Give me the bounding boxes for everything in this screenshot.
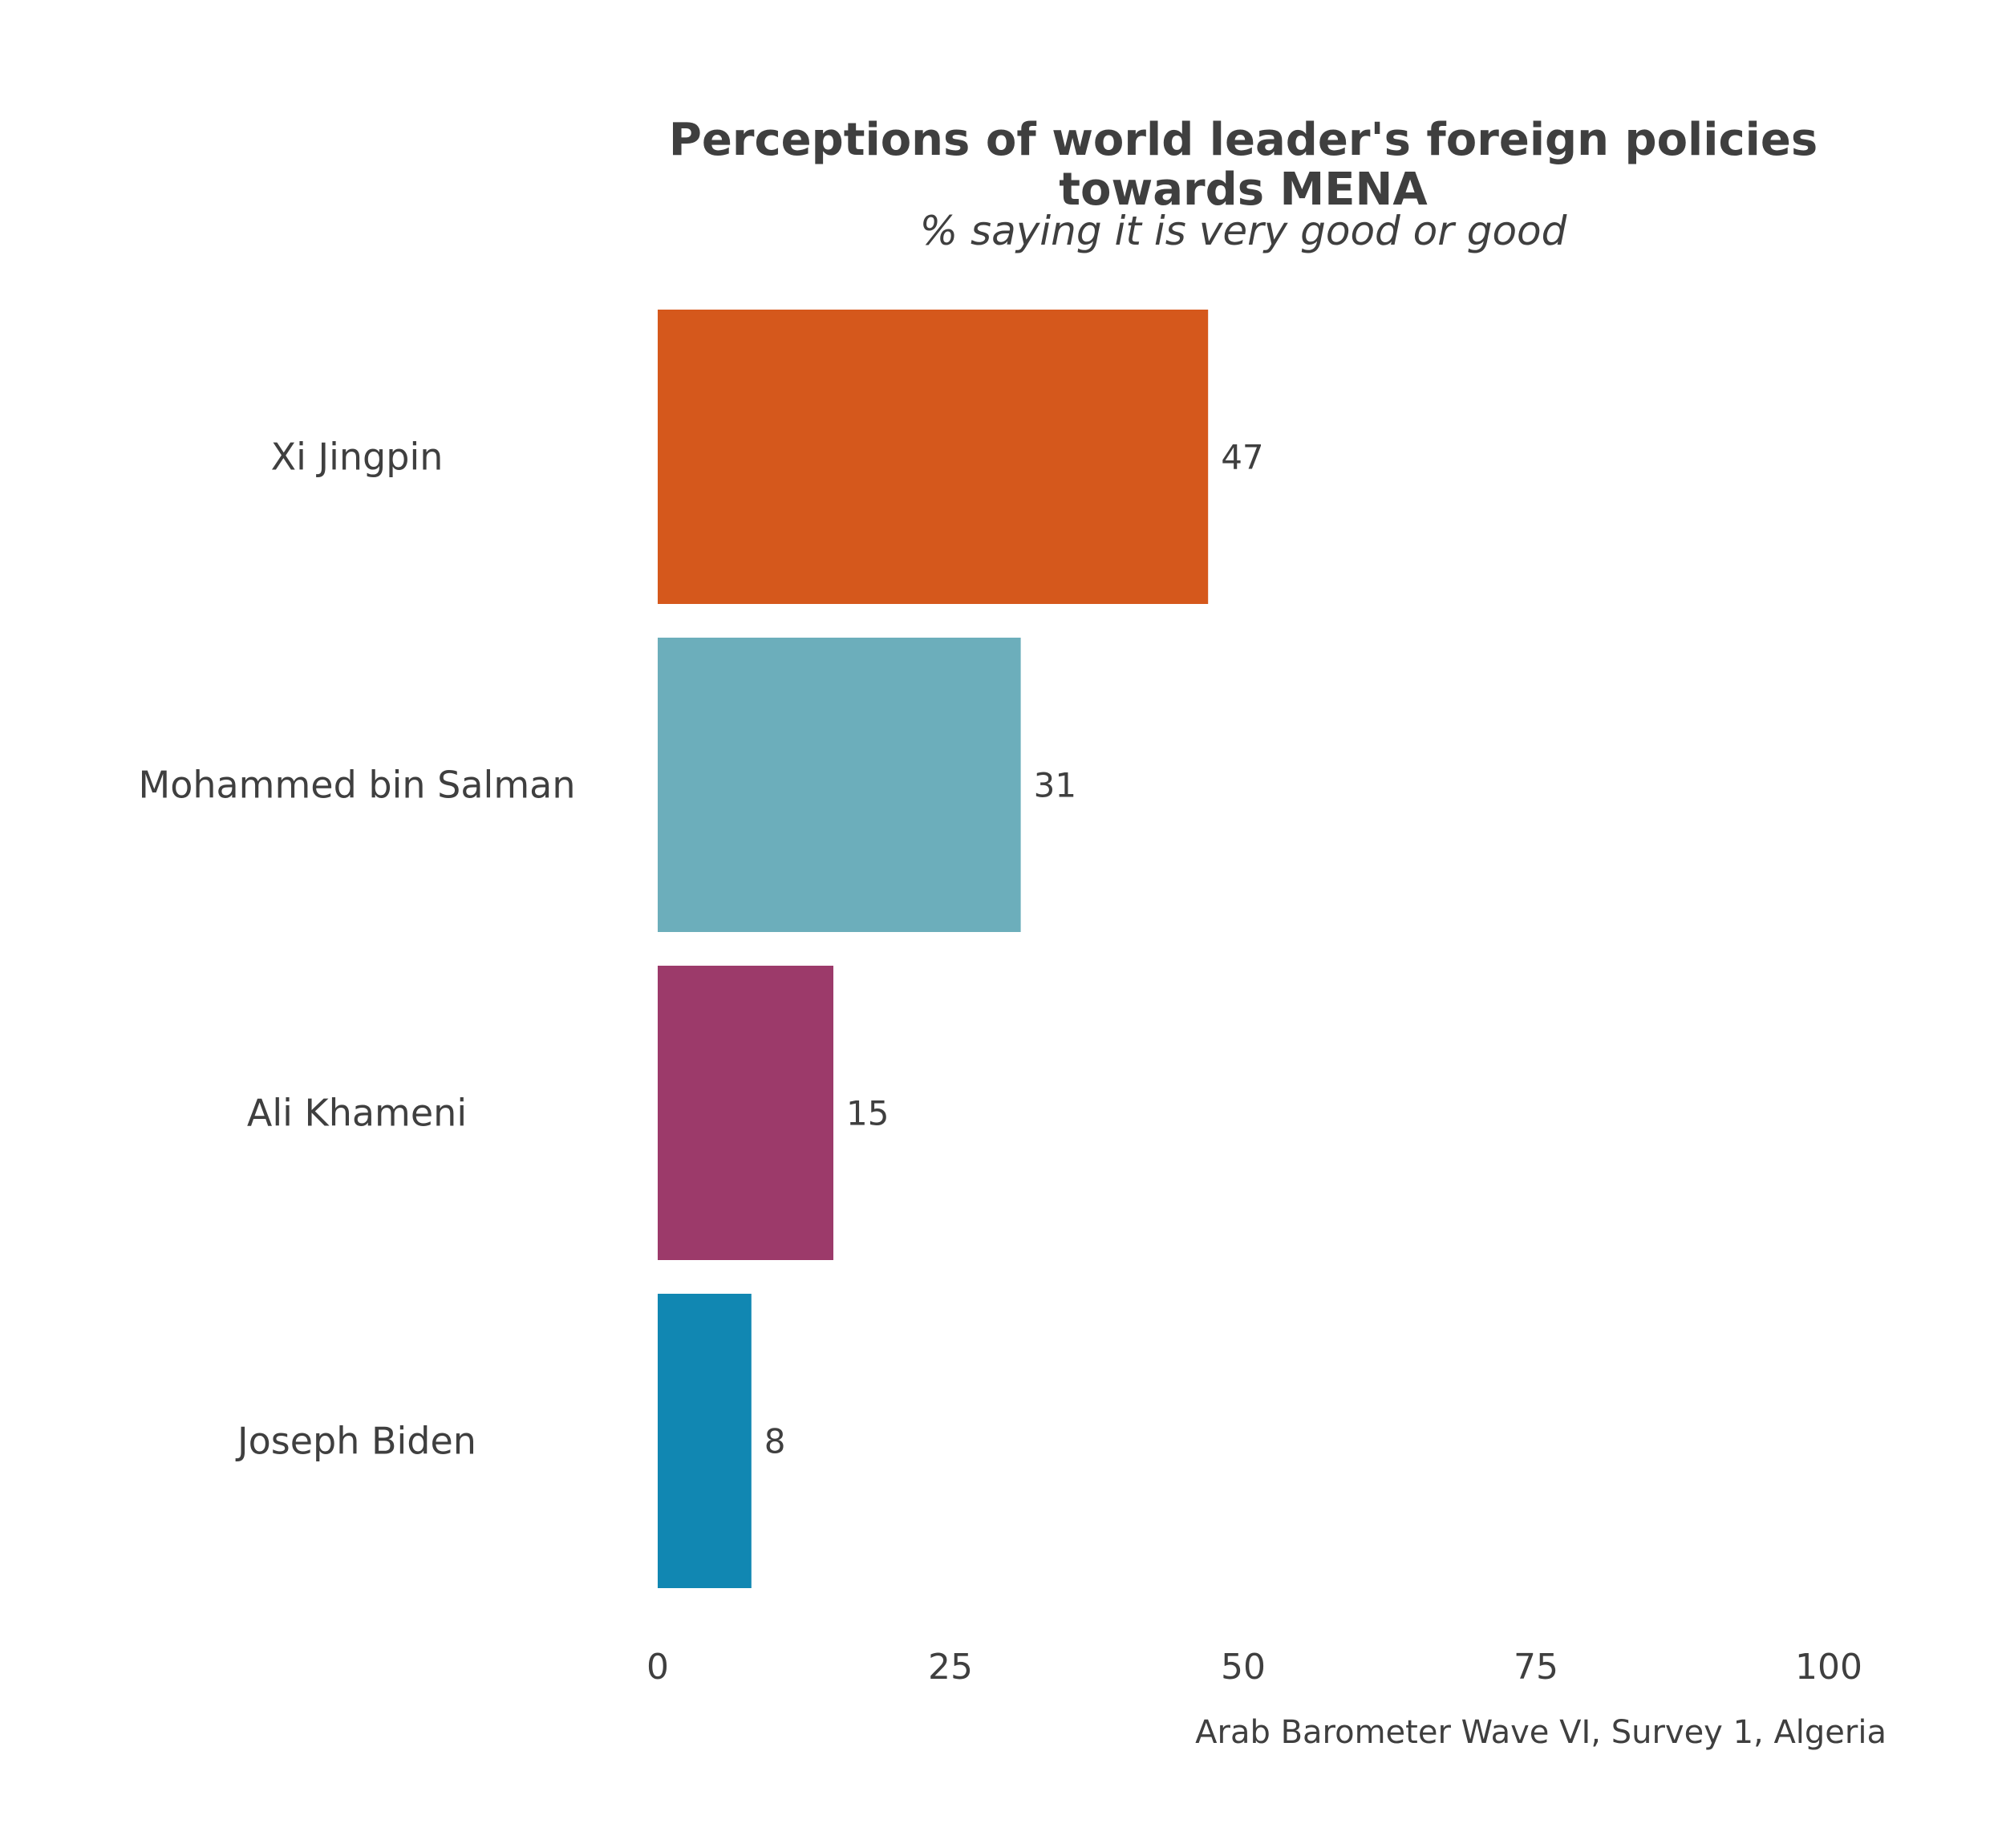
- value-label-ali-khameni: 15: [846, 1094, 889, 1133]
- bars-group: [658, 310, 1209, 1588]
- bar-xi-jingpin: [658, 310, 1209, 604]
- value-label-joseph-biden: 8: [764, 1422, 786, 1461]
- x-tick-label-50: 50: [1221, 1647, 1266, 1688]
- chart-subtitle: % saying it is very good or good: [920, 208, 1567, 254]
- bar-ali-khameni: [658, 966, 833, 1260]
- x-tick-label-0: 0: [646, 1647, 669, 1688]
- category-label-joseph-biden: Joseph Biden: [235, 1420, 476, 1463]
- chart-caption: Arab Barometer Wave VI, Survey 1, Algeri…: [1195, 1714, 1886, 1751]
- chart-title-line-2: towards MENA: [1059, 164, 1428, 216]
- chart-title-line-1: Perceptions of world leader's foreign po…: [669, 114, 1818, 166]
- bar-joseph-biden: [658, 1294, 752, 1588]
- chart-title: Perceptions of world leader's foreign po…: [669, 114, 1818, 216]
- x-tick-label-75: 75: [1514, 1647, 1558, 1688]
- x-tick-label-25: 25: [928, 1647, 973, 1688]
- x-axis-tick-labels: 0 25 50 75 100: [646, 1647, 1862, 1688]
- value-labels: 47 31 15 8: [764, 438, 1264, 1461]
- value-label-mohammed-bin-salman: 31: [1034, 766, 1076, 805]
- value-label-xi-jingpin: 47: [1221, 438, 1263, 477]
- category-label-ali-khameni: Ali Khameni: [247, 1092, 467, 1135]
- category-label-xi-jingpin: Xi Jingpin: [271, 436, 444, 479]
- category-labels: Xi Jingpin Mohammed bin Salman Ali Khameni…: [139, 436, 576, 1463]
- category-label-mohammed-bin-salman: Mohammed bin Salman: [139, 764, 576, 807]
- bar-mohammed-bin-salman: [658, 638, 1021, 932]
- x-tick-label-100: 100: [1795, 1647, 1862, 1688]
